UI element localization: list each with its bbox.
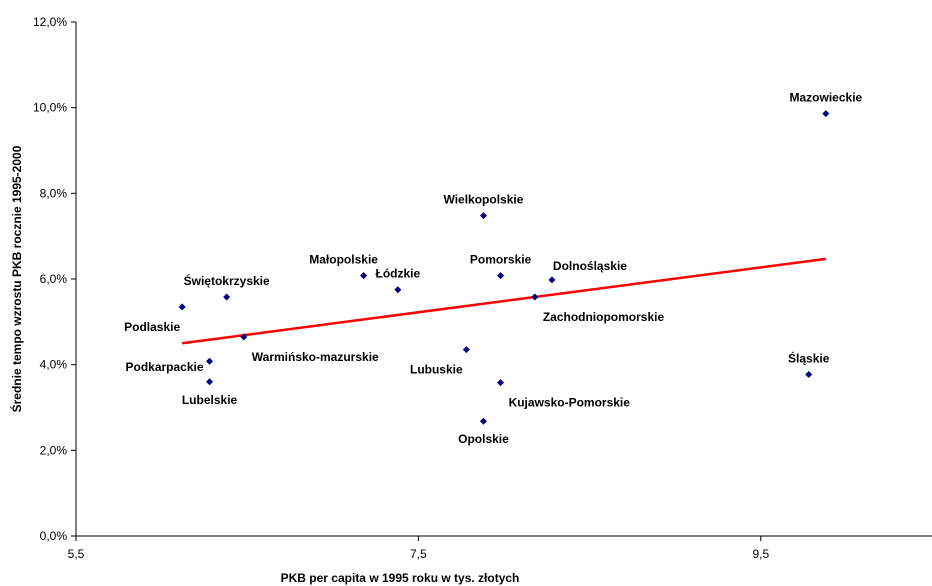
data-point xyxy=(479,212,487,220)
data-point xyxy=(822,110,830,118)
y-tick-label: 4,0% xyxy=(40,358,68,372)
point-label: Pomorskie xyxy=(470,253,532,267)
point-label: Łódzkie xyxy=(376,267,421,281)
data-point xyxy=(805,371,813,379)
point-label: Podlaskie xyxy=(124,320,180,334)
data-point xyxy=(462,346,470,354)
point-label: Mazowieckie xyxy=(790,91,863,105)
point-label: Lubuskie xyxy=(410,363,463,377)
x-tick-label: 7,5 xyxy=(410,547,427,561)
y-tick-label: 12,0% xyxy=(33,15,67,29)
data-point xyxy=(178,303,186,311)
point-label: Małopolskie xyxy=(309,253,378,267)
point-labels: Mazowieckie Wielkopolskie MałopolskieŁódzk… xyxy=(124,91,862,447)
point-label: Świętokrzyskie xyxy=(184,273,270,288)
y-tick-label: 0,0% xyxy=(40,529,68,543)
x-axis-title: PKB per capita w 1995 roku w tys. złotyc… xyxy=(281,571,520,585)
y-tick-label: 2,0% xyxy=(40,443,68,457)
data-point xyxy=(479,417,487,425)
x-tick-label: 9,5 xyxy=(752,547,769,561)
y-tick-label: 6,0% xyxy=(40,272,68,286)
data-point xyxy=(497,272,505,280)
data-point xyxy=(548,276,556,284)
point-label: Warmińsko-mazurskie xyxy=(252,350,379,364)
x-ticks: 5,5 7,5 9,5 xyxy=(68,536,769,561)
y-ticks: 0,0% 2,0% 4,0% 6,0% 8,0% 10,0% 12,0% xyxy=(33,15,76,543)
point-label: Śląskie xyxy=(788,351,830,366)
y-axis-title: Średnie tempo wzrostu PKB rocznie 1995-2… xyxy=(9,145,24,412)
data-point xyxy=(223,293,231,301)
data-point xyxy=(206,378,214,386)
y-tick-label: 10,0% xyxy=(33,101,67,115)
data-point xyxy=(240,333,248,341)
data-point xyxy=(394,286,402,294)
point-label: Lubelskie xyxy=(182,393,238,407)
point-label: Zachodniopomorskie xyxy=(543,310,665,324)
y-tick-label: 8,0% xyxy=(40,186,68,200)
trendline-group xyxy=(181,257,827,345)
point-label: Kujawsko-Pomorskie xyxy=(509,396,631,410)
data-point xyxy=(206,357,214,365)
data-points xyxy=(178,110,830,425)
point-label: Opolskie xyxy=(458,432,509,446)
data-point xyxy=(360,272,368,280)
trendline xyxy=(181,257,827,345)
point-label: Dolnośląskie xyxy=(553,259,627,273)
point-label: Podkarpackie xyxy=(125,360,203,374)
x-tick-label: 5,5 xyxy=(68,547,85,561)
data-point xyxy=(497,379,505,387)
point-label: Wielkopolskie xyxy=(443,193,523,207)
data-point xyxy=(531,293,539,301)
